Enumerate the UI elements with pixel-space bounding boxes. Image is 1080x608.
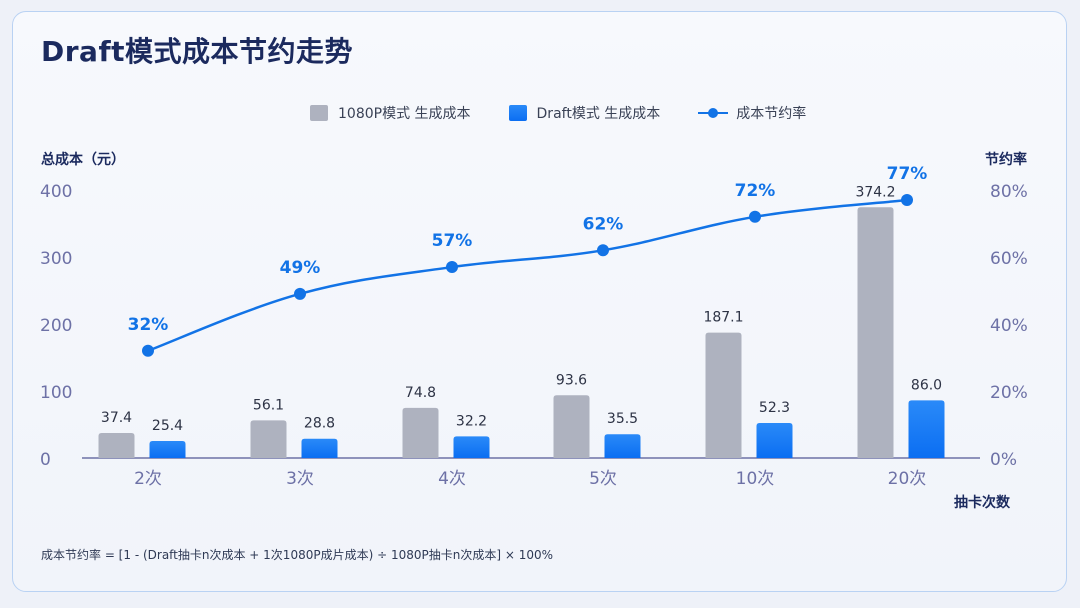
bar-1080p [705, 332, 742, 458]
y-tick-label-left: 300 [40, 249, 72, 269]
y-tick-label-right: 60% [990, 249, 1028, 269]
bar-label-draft: 25.4 [152, 418, 183, 434]
legend-label-saving-rate: 成本节约率 [736, 106, 807, 122]
saving-rate-point [294, 287, 306, 300]
bar-label-1080p: 374.2 [855, 184, 895, 200]
saving-rate-label: 32% [128, 315, 169, 335]
bar-draft [756, 422, 793, 458]
saving-rate-point [446, 261, 458, 274]
bar-label-1080p: 56.1 [253, 397, 284, 413]
bar-1080p [857, 207, 894, 458]
saving-rate-point [749, 210, 761, 223]
saving-rate-point [901, 194, 913, 207]
page-title: Draft模式成本节约走势 [41, 35, 354, 68]
y-axis-title-right: 节约率 [985, 152, 1027, 168]
legend-item-draft: Draft模式 生成成本 [508, 103, 661, 123]
legend-swatch-gray [310, 105, 328, 121]
bar-label-draft: 32.2 [456, 413, 487, 429]
bar-draft [604, 434, 641, 458]
bar-label-1080p: 74.8 [405, 385, 436, 401]
y-tick-label-right: 40% [990, 316, 1028, 336]
chart-legend: 1080P模式 生成成本 Draft模式 生成成本 成本节约率 [310, 103, 844, 123]
x-tick-label: 10次 [736, 469, 775, 489]
saving-rate-label: 49% [280, 258, 321, 278]
bar-label-1080p: 37.4 [101, 410, 132, 426]
legend-item-1080p: 1080P模式 生成成本 [310, 103, 471, 123]
legend-item-saving-rate: 成本节约率 [698, 103, 806, 123]
x-tick-label: 5次 [589, 469, 617, 489]
y-axis-title-left: 总成本（元） [41, 152, 125, 168]
x-tick-label: 2次 [134, 469, 162, 489]
saving-rate-label: 77% [887, 164, 928, 184]
x-tick-label: 3次 [286, 469, 314, 489]
bar-label-draft: 35.5 [607, 411, 638, 427]
bar-label-draft: 86.0 [911, 377, 942, 393]
x-tick-label: 20次 [888, 469, 927, 489]
bar-draft [908, 400, 945, 458]
bar-1080p [402, 407, 439, 458]
saving-rate-label: 62% [583, 214, 624, 234]
saving-rate-point [597, 244, 609, 257]
formula-note: 成本节约率 = [1 - (Draft抽卡n次成本 + 1次1080P成片成本)… [41, 548, 554, 562]
legend-swatch-line [698, 105, 729, 121]
y-tick-label-right: 80% [990, 182, 1028, 202]
legend-label-draft: Draft模式 生成成本 [536, 106, 661, 122]
y-tick-label-right: 0% [990, 450, 1017, 470]
bar-label-1080p: 187.1 [703, 310, 743, 326]
y-tick-label-left: 200 [40, 316, 72, 336]
saving-rate-label: 57% [432, 231, 473, 251]
y-tick-label-left: 0 [40, 450, 51, 470]
saving-rate-point [142, 344, 154, 357]
y-tick-label-right: 20% [990, 383, 1028, 403]
x-axis-title: 抽卡次数 [954, 495, 1010, 511]
bar-draft [453, 436, 490, 458]
bar-1080p [250, 420, 287, 458]
bar-label-draft: 28.8 [304, 416, 335, 432]
bar-label-draft: 52.3 [759, 400, 790, 416]
x-tick-label: 4次 [438, 469, 466, 489]
bar-draft [149, 440, 186, 458]
bar-draft [301, 438, 338, 458]
legend-swatch-blue [508, 105, 527, 121]
saving-rate-label: 72% [735, 181, 776, 201]
saving-rate-line [147, 198, 908, 352]
bar-1080p [98, 432, 135, 458]
bar-1080p [553, 395, 590, 458]
y-tick-label-left: 400 [40, 182, 72, 202]
legend-label-1080p: 1080P模式 生成成本 [338, 106, 471, 122]
y-tick-label-left: 100 [40, 383, 72, 403]
bar-label-1080p: 93.6 [556, 372, 587, 388]
